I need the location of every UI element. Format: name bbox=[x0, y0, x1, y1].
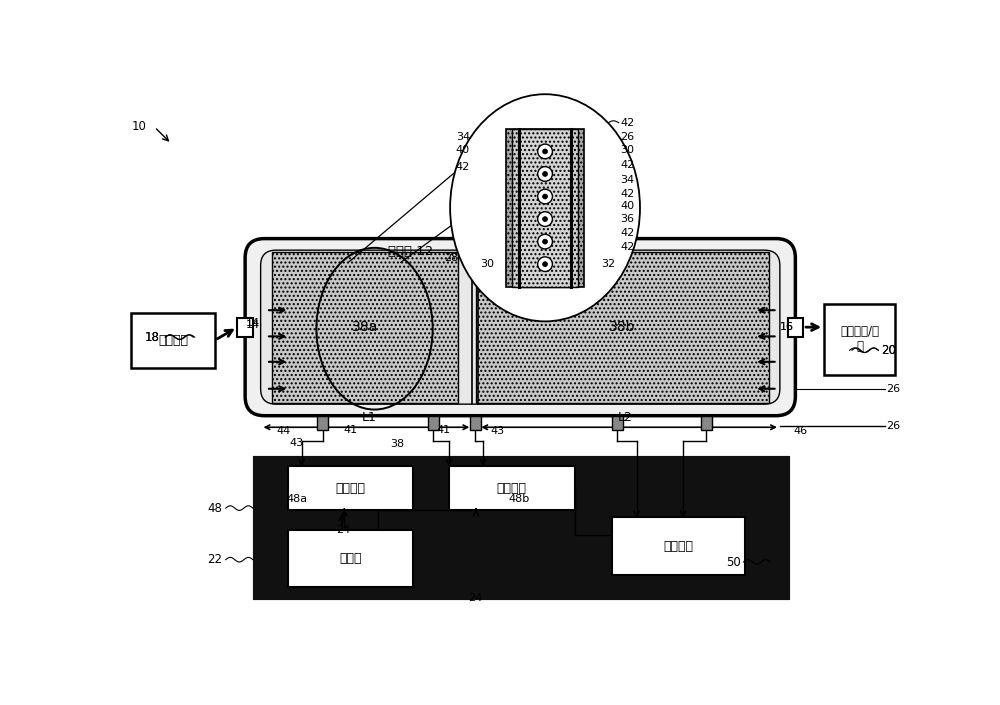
Circle shape bbox=[538, 234, 552, 249]
Text: 42: 42 bbox=[620, 228, 634, 238]
Text: 上游加工: 上游加工 bbox=[158, 333, 188, 347]
Text: 46: 46 bbox=[793, 426, 807, 436]
Text: 38a: 38a bbox=[352, 320, 378, 334]
Circle shape bbox=[538, 189, 552, 204]
Text: 48a: 48a bbox=[286, 494, 307, 504]
Bar bbox=[272, 252, 458, 403]
Text: 42: 42 bbox=[620, 243, 634, 252]
Text: 炉控制器: 炉控制器 bbox=[497, 482, 527, 495]
Bar bbox=[701, 416, 712, 429]
Circle shape bbox=[538, 257, 552, 271]
Circle shape bbox=[543, 216, 548, 221]
FancyBboxPatch shape bbox=[261, 250, 780, 404]
Text: 42: 42 bbox=[456, 162, 470, 173]
Text: L2: L2 bbox=[617, 411, 632, 424]
Text: 26: 26 bbox=[620, 132, 634, 142]
Circle shape bbox=[538, 144, 552, 159]
Text: 34: 34 bbox=[620, 176, 634, 185]
Text: 30: 30 bbox=[620, 145, 634, 155]
Bar bbox=[288, 466, 413, 510]
Text: 电动炉 12: 电动炉 12 bbox=[388, 245, 434, 258]
Text: 40: 40 bbox=[456, 145, 470, 155]
Bar bbox=[449, 466, 574, 510]
Bar bbox=[317, 416, 328, 429]
Text: 24: 24 bbox=[468, 593, 482, 603]
Text: 16: 16 bbox=[780, 322, 794, 332]
Circle shape bbox=[543, 171, 548, 176]
Text: 42: 42 bbox=[620, 188, 634, 199]
Text: 18: 18 bbox=[145, 331, 160, 343]
Text: 43: 43 bbox=[289, 438, 303, 448]
Bar bbox=[288, 529, 413, 587]
Text: 26: 26 bbox=[886, 384, 900, 394]
Text: 28: 28 bbox=[444, 253, 458, 263]
Text: 20: 20 bbox=[881, 344, 896, 357]
Text: 48: 48 bbox=[207, 501, 222, 515]
Text: 30: 30 bbox=[480, 259, 494, 269]
Text: 41: 41 bbox=[344, 424, 358, 434]
Bar bbox=[824, 304, 895, 375]
Text: L1: L1 bbox=[362, 411, 377, 424]
Text: 22: 22 bbox=[207, 553, 222, 566]
Text: 38: 38 bbox=[390, 439, 404, 449]
FancyBboxPatch shape bbox=[245, 238, 795, 416]
Circle shape bbox=[543, 239, 548, 244]
Text: 10: 10 bbox=[131, 121, 146, 133]
Text: 38b: 38b bbox=[609, 320, 636, 334]
Text: 18: 18 bbox=[145, 331, 160, 343]
Text: 50: 50 bbox=[726, 556, 741, 568]
Bar bbox=[512, 129, 578, 287]
Circle shape bbox=[543, 149, 548, 154]
Text: 40: 40 bbox=[620, 201, 634, 211]
Text: 32: 32 bbox=[602, 259, 616, 269]
Bar bbox=[476, 252, 769, 403]
Text: 36: 36 bbox=[620, 214, 634, 224]
Bar bbox=[131, 312, 215, 368]
Bar bbox=[612, 416, 623, 429]
Text: 44: 44 bbox=[276, 426, 290, 436]
Text: 16: 16 bbox=[780, 322, 794, 332]
Text: 26: 26 bbox=[886, 421, 900, 431]
Text: 41: 41 bbox=[437, 424, 451, 434]
Bar bbox=[428, 416, 439, 429]
Bar bbox=[237, 317, 253, 337]
Text: 14: 14 bbox=[246, 320, 260, 330]
Bar bbox=[506, 129, 584, 287]
Bar bbox=[519, 129, 571, 287]
Circle shape bbox=[543, 194, 548, 199]
Circle shape bbox=[538, 166, 552, 181]
Bar bbox=[612, 517, 745, 575]
Text: 电力源: 电力源 bbox=[339, 552, 362, 565]
Ellipse shape bbox=[450, 94, 640, 321]
Circle shape bbox=[543, 262, 548, 266]
Text: 20: 20 bbox=[881, 344, 896, 357]
Text: 43: 43 bbox=[491, 426, 505, 436]
Text: 42: 42 bbox=[620, 160, 634, 170]
Text: 42: 42 bbox=[620, 118, 634, 128]
Circle shape bbox=[538, 212, 552, 226]
Text: 34: 34 bbox=[456, 132, 470, 142]
Text: 下游加工/收
集: 下游加工/收 集 bbox=[840, 326, 879, 353]
Text: 24: 24 bbox=[336, 525, 350, 534]
Bar bbox=[255, 458, 788, 598]
Text: 炉传感器: 炉传感器 bbox=[663, 540, 693, 553]
Text: 14: 14 bbox=[246, 318, 260, 329]
Text: 48b: 48b bbox=[509, 494, 530, 504]
Bar bbox=[470, 416, 481, 429]
Bar bbox=[788, 317, 803, 337]
Text: 炉控制器: 炉控制器 bbox=[336, 482, 366, 495]
